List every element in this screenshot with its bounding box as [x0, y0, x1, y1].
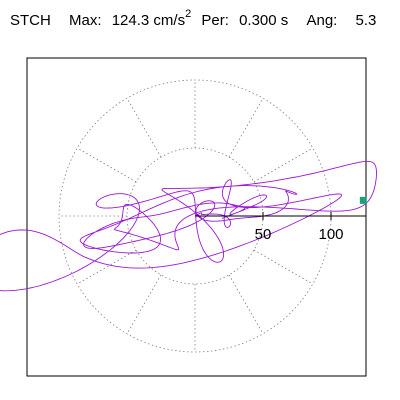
- grid-spoke-120: [126, 98, 162, 158]
- max-marker-group: [359, 196, 367, 204]
- radial-axis: 50 100: [195, 212, 366, 243]
- max-amplitude-marker: [359, 196, 367, 204]
- period-label: Per:: [201, 12, 229, 29]
- grid-spoke-240: [126, 274, 162, 334]
- max-unit: cm/s2: [153, 9, 191, 30]
- grid-spoke-60: [228, 98, 264, 158]
- grid-spoke-210: [77, 249, 137, 285]
- angle-value: 5.3: [355, 12, 377, 29]
- radial-tick-label-50: 50: [255, 226, 272, 243]
- grid-spoke-30: [253, 147, 313, 183]
- plot-header: STCH Max: 124.3 cm/s2 Per: 0.300 s Ang: …: [10, 9, 377, 36]
- grid-spoke-330: [253, 249, 313, 285]
- station-code: STCH: [10, 12, 51, 29]
- orbit-trace: [0, 160, 377, 292]
- plot-frame: [26, 57, 367, 377]
- angle-label: Ang:: [306, 12, 338, 29]
- orbit-trace-group: [0, 160, 377, 292]
- max-unit-exponent: 2: [185, 8, 192, 20]
- max-value: 124.3: [111, 12, 150, 29]
- max-label: Max:: [69, 12, 102, 29]
- grid-spoke-150: [77, 147, 137, 183]
- grid-spoke-300: [228, 274, 264, 334]
- period-value: 0.300 s: [239, 12, 289, 29]
- radial-tick-label-100: 100: [318, 226, 343, 243]
- max-unit-base: cm/s: [153, 12, 186, 29]
